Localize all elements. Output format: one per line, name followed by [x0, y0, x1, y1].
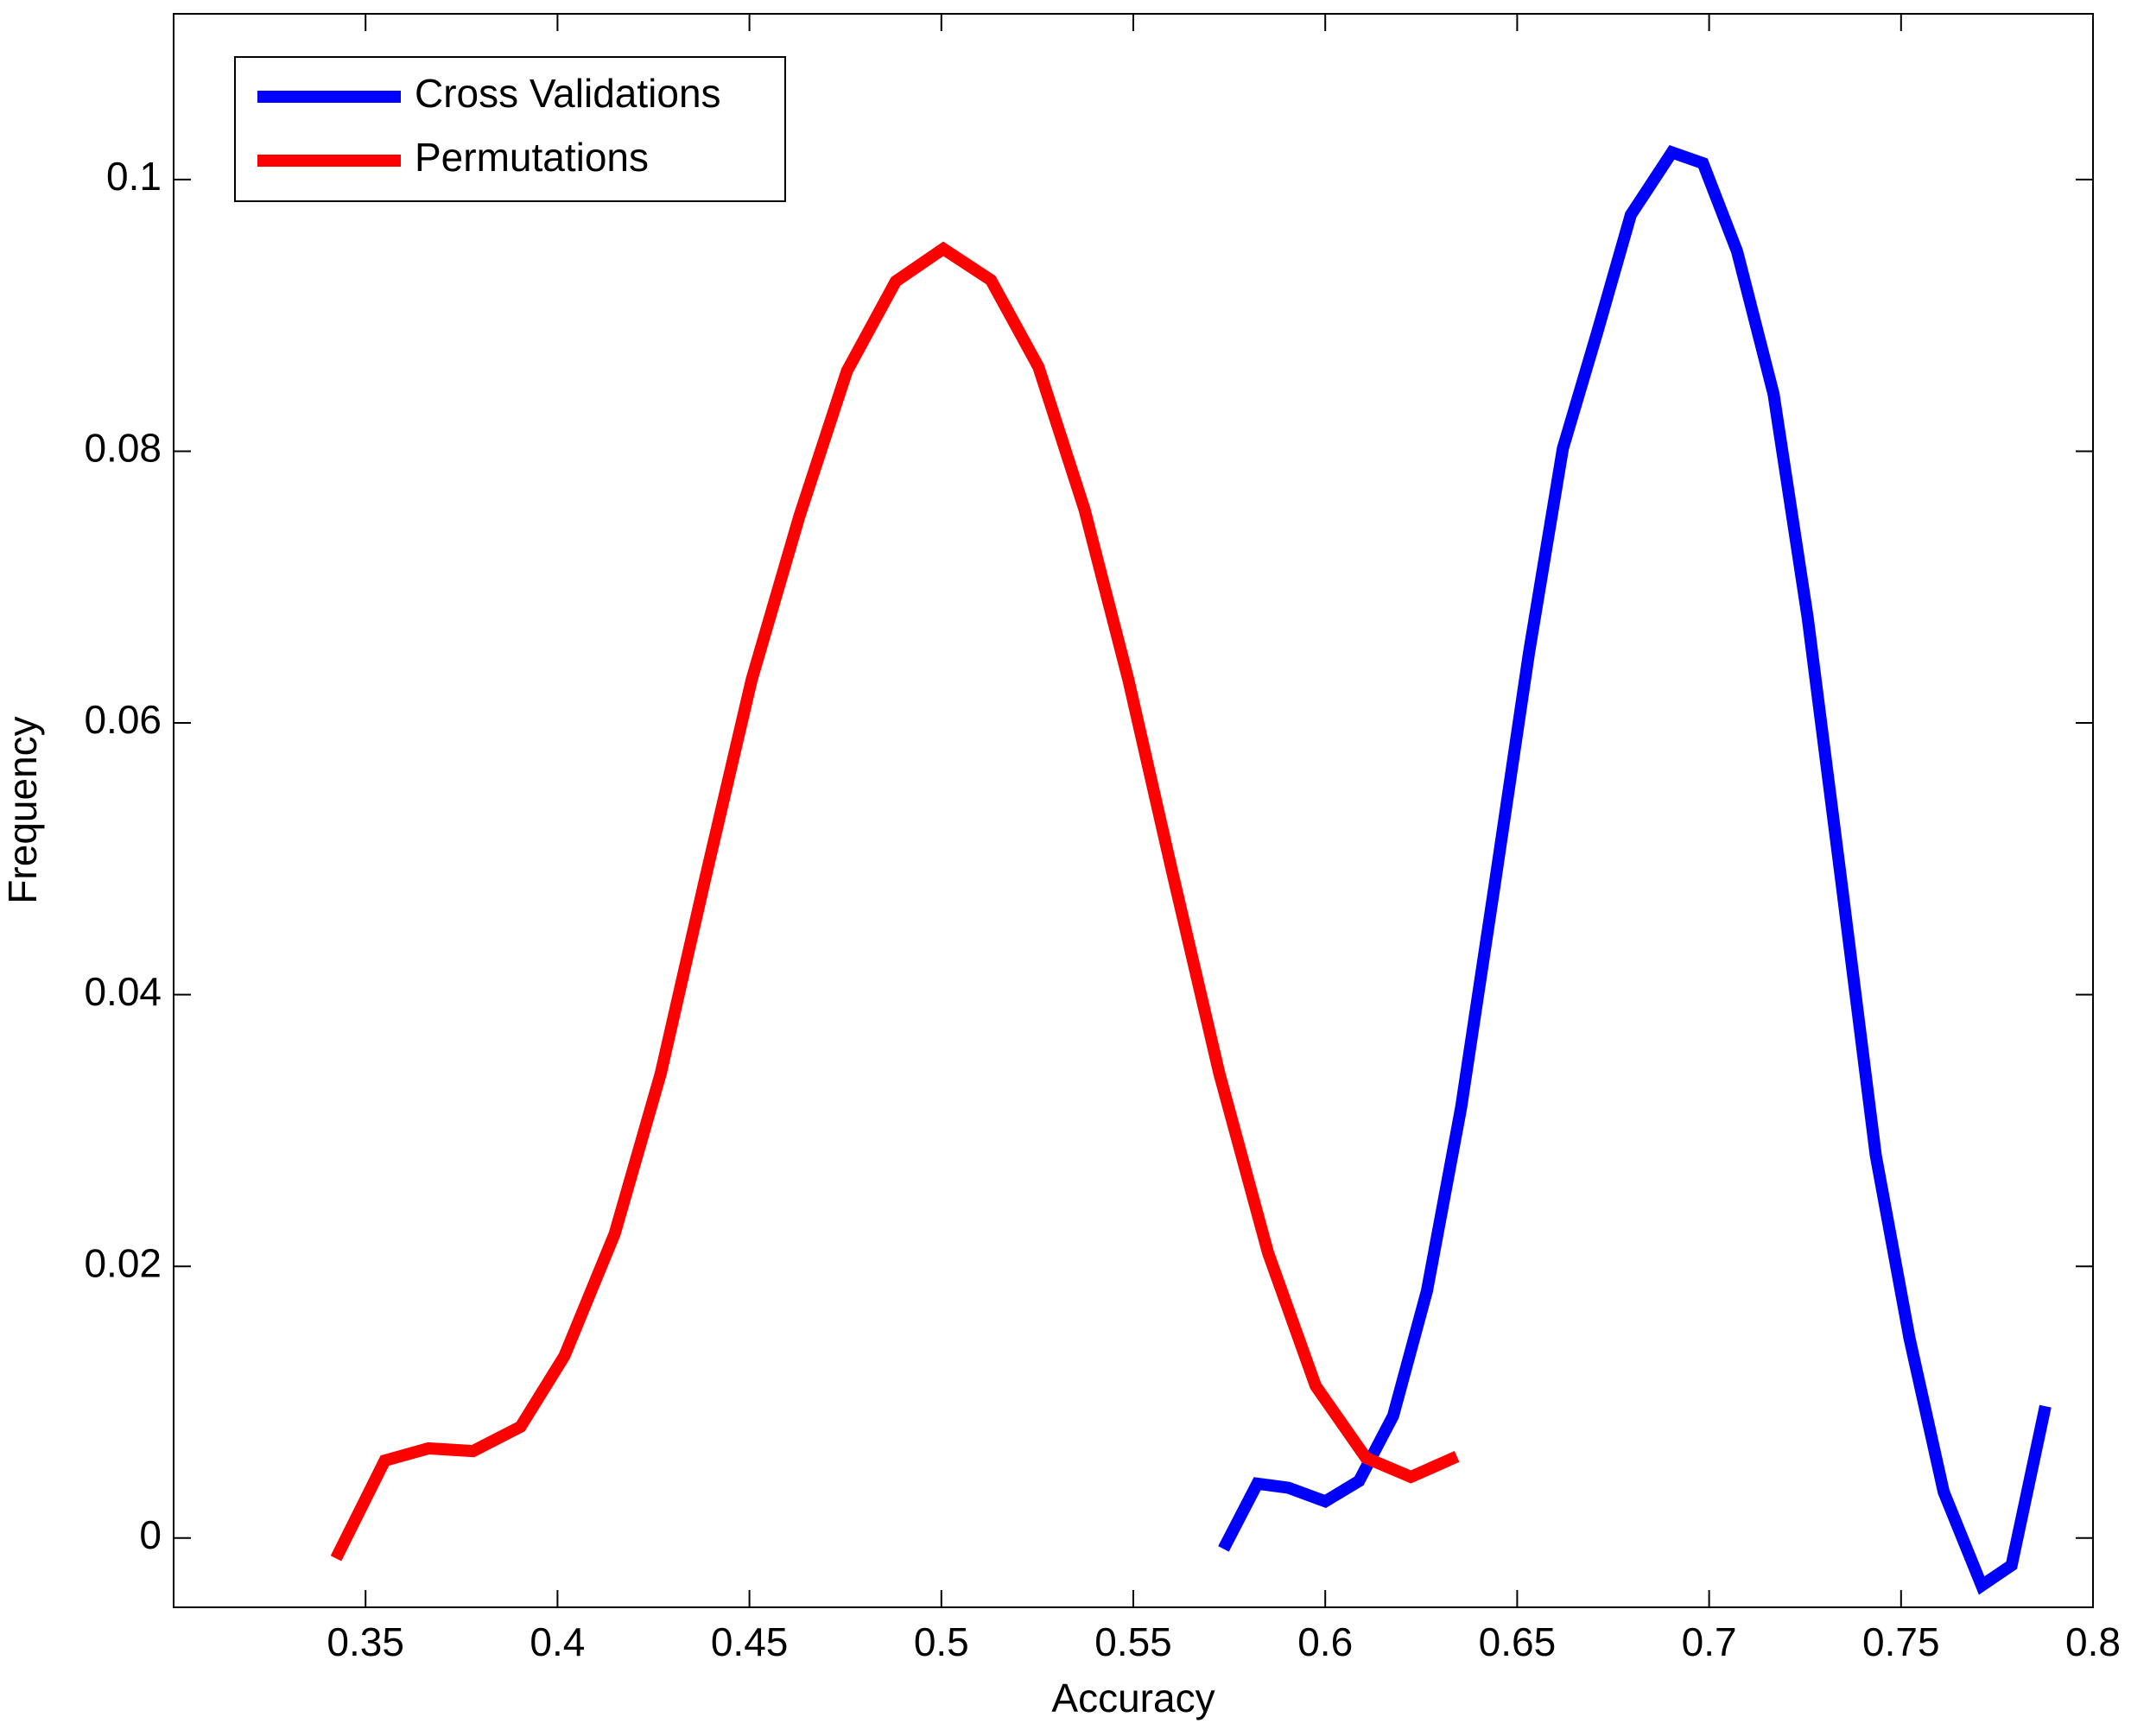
- series-line: [330, 241, 1460, 1562]
- y-tick-label: 0.04: [84, 969, 162, 1014]
- y-tick-label: 0.1: [106, 154, 162, 199]
- x-axis-label: Accuracy: [1051, 1676, 1215, 1720]
- x-tick-label: 0.6: [1297, 1619, 1353, 1664]
- x-tick-label: 0.4: [530, 1619, 585, 1664]
- x-tick-label: 0.8: [2065, 1619, 2121, 1664]
- y-axis-label: Frequency: [0, 716, 45, 903]
- x-tick-label: 0.35: [327, 1619, 404, 1664]
- y-tick-label: 0.08: [84, 426, 162, 471]
- x-tick-label: 0.5: [914, 1619, 969, 1664]
- legend-box: [234, 56, 786, 202]
- series-line: [1218, 145, 2052, 1595]
- x-tick-label: 0.65: [1479, 1619, 1557, 1664]
- y-tick-label: 0.06: [84, 697, 162, 742]
- x-tick-label: 0.7: [1682, 1619, 1737, 1664]
- legend-label: Permutations: [415, 135, 649, 180]
- x-tick-label: 0.75: [1862, 1619, 1940, 1664]
- y-tick-label: 0: [139, 1512, 162, 1557]
- plot-frame: [173, 13, 2094, 1608]
- x-tick-label: 0.45: [711, 1619, 789, 1664]
- y-tick-label: 0.02: [84, 1240, 162, 1285]
- x-tick-label: 0.55: [1094, 1619, 1172, 1664]
- legend-label: Cross Validations: [415, 71, 721, 116]
